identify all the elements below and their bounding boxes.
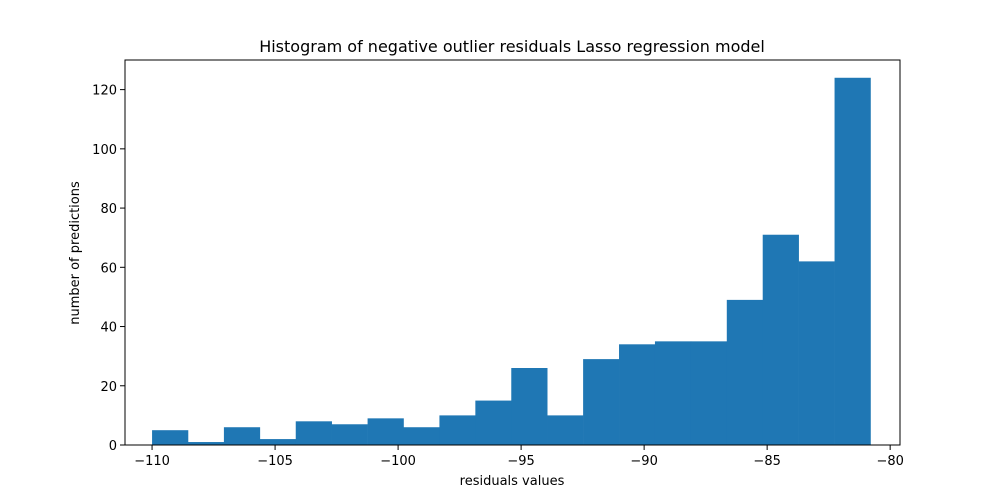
y-axis-label: number of predictions xyxy=(68,181,83,325)
histogram-bar xyxy=(583,359,620,445)
x-tick-label: −110 xyxy=(134,454,170,469)
histogram-bar xyxy=(367,418,404,445)
histogram-bar xyxy=(187,442,225,445)
histogram-bar xyxy=(295,421,332,445)
histogram-bar xyxy=(547,415,584,445)
histogram-bar xyxy=(475,400,512,445)
histogram-bar xyxy=(403,427,440,445)
x-tick-label: −100 xyxy=(380,454,416,469)
y-tick-label: 100 xyxy=(92,143,117,158)
histogram-bar xyxy=(152,430,189,445)
x-tick-label: −90 xyxy=(630,454,657,469)
chart-title: Histogram of negative outlier residuals … xyxy=(259,37,765,56)
x-axis-ticks: −110 −105 −100 −95 −90 −85 −80 xyxy=(134,445,904,469)
histogram-bar xyxy=(762,234,799,445)
histogram-bar xyxy=(511,368,548,445)
y-tick-label: 20 xyxy=(100,380,117,395)
histogram-bar xyxy=(726,299,764,445)
histogram-bar xyxy=(834,77,871,446)
x-tick-label: −105 xyxy=(257,454,293,469)
histogram-bar xyxy=(259,439,297,445)
histogram-bar xyxy=(798,261,835,445)
y-tick-label: 120 xyxy=(92,84,117,99)
plot-frame xyxy=(124,59,901,446)
x-tick-label: −85 xyxy=(753,454,780,469)
y-tick-label: 40 xyxy=(100,321,117,336)
x-axis-label: residuals values xyxy=(460,474,565,489)
histogram-bar xyxy=(690,341,728,445)
y-tick-label: 80 xyxy=(100,202,117,217)
histogram-bar xyxy=(223,427,261,445)
histogram-bar xyxy=(331,424,368,445)
y-tick-label: 0 xyxy=(109,439,117,454)
y-axis-ticks: 0 20 40 60 80 100 120 xyxy=(92,84,125,454)
histogram-bar xyxy=(619,344,656,445)
y-tick-label: 60 xyxy=(100,261,117,276)
histogram-bar xyxy=(439,415,476,445)
bars-group xyxy=(152,77,871,446)
x-tick-label: −80 xyxy=(876,454,903,469)
histogram-bar xyxy=(654,341,692,445)
x-tick-label: −95 xyxy=(507,454,534,469)
